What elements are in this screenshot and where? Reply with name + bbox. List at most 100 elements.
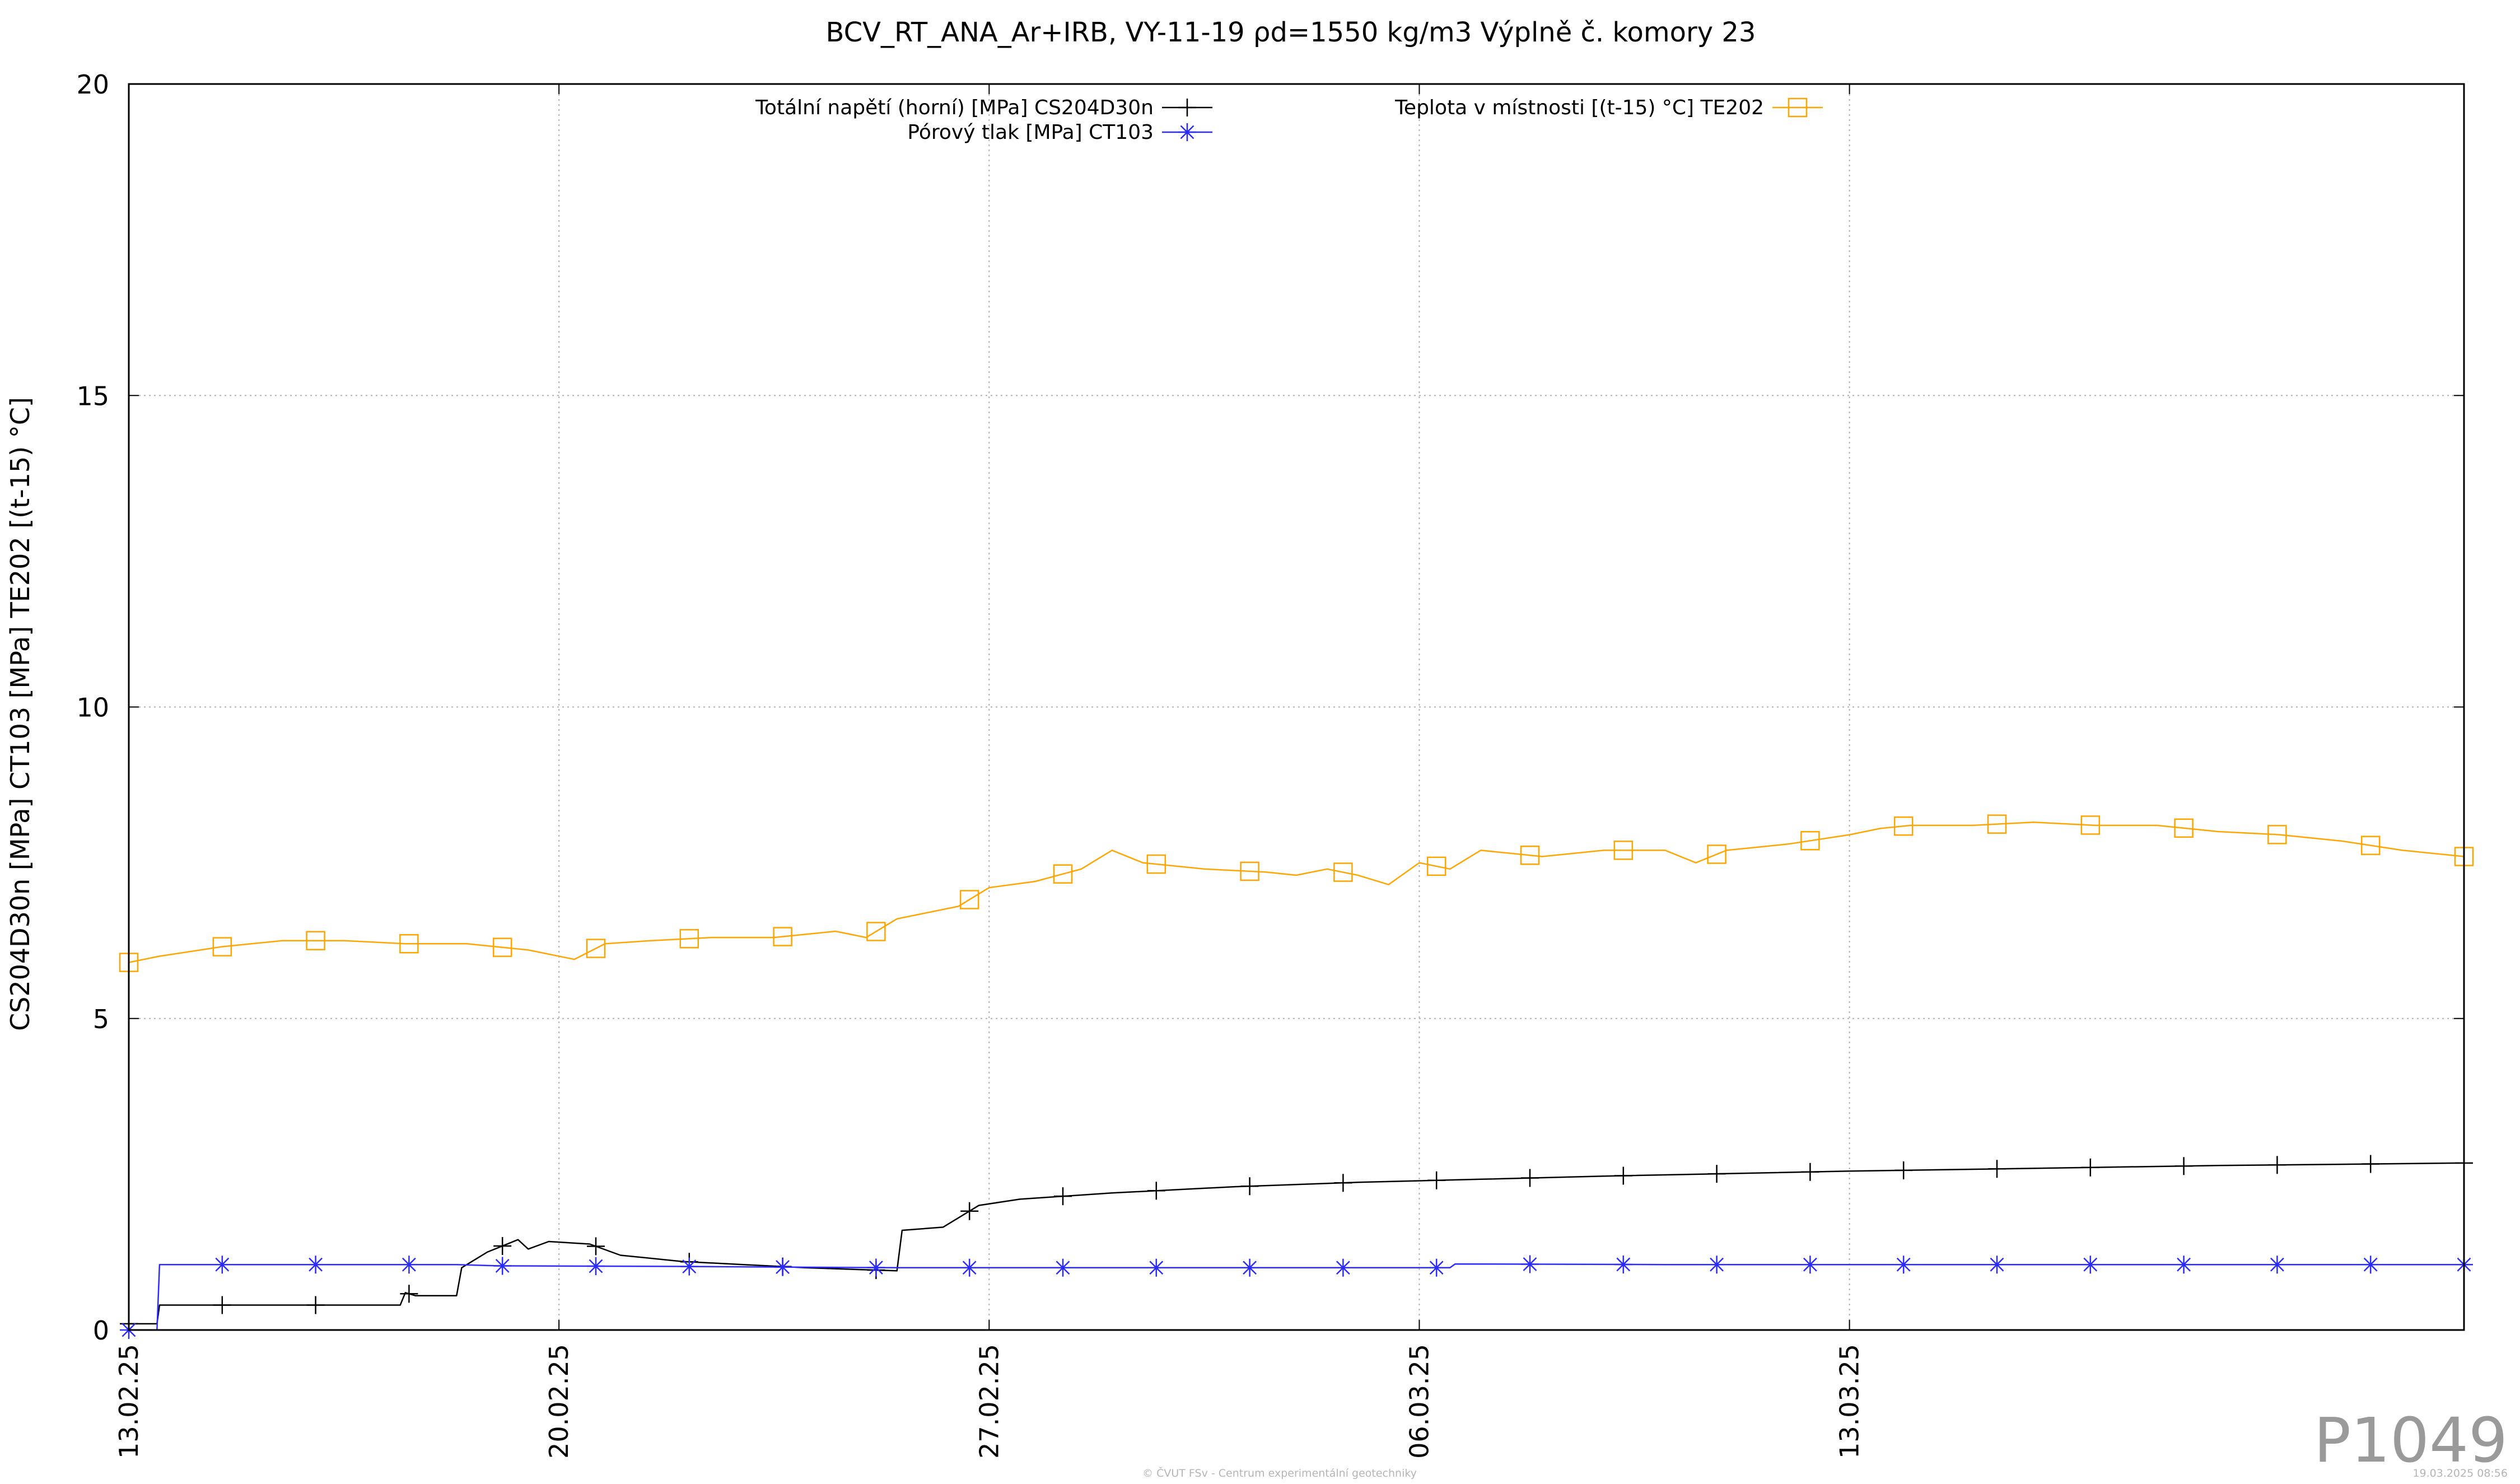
data-point-mark bbox=[1427, 1171, 1446, 1189]
x-tick-label: 13.03.25 bbox=[1835, 1344, 1865, 1459]
x-tick-label: 20.02.25 bbox=[544, 1344, 574, 1459]
data-point bbox=[1894, 1256, 1913, 1274]
data-point bbox=[400, 1285, 418, 1303]
data-point bbox=[1520, 846, 1540, 865]
data-point-mark bbox=[1707, 844, 1726, 864]
data-point bbox=[492, 937, 512, 957]
data-point bbox=[1054, 1187, 1072, 1206]
data-point-mark bbox=[1334, 1258, 1352, 1277]
data-point-mark bbox=[2080, 815, 2101, 835]
data-point-mark bbox=[867, 1258, 885, 1277]
data-point bbox=[1987, 814, 2007, 834]
data-point bbox=[1988, 1160, 2006, 1178]
series-star bbox=[120, 1255, 2473, 1339]
data-point-mark bbox=[1240, 1258, 1259, 1277]
data-point bbox=[399, 934, 419, 954]
watermark-label: P1049 bbox=[2314, 1404, 2508, 1476]
data-point bbox=[1053, 864, 1073, 884]
data-point bbox=[2362, 1155, 2380, 1173]
data-point bbox=[1521, 1255, 1539, 1273]
data-point bbox=[2081, 1158, 2099, 1177]
series-plus bbox=[120, 1154, 2473, 1333]
data-point-mark bbox=[1521, 1255, 1539, 1273]
data-point-mark bbox=[1894, 1256, 1913, 1274]
series-line bbox=[129, 1263, 2464, 1331]
data-point-mark bbox=[1988, 1256, 2006, 1274]
data-point-mark bbox=[587, 1237, 605, 1256]
data-point bbox=[1613, 841, 1634, 860]
data-point-mark bbox=[399, 934, 419, 954]
data-point bbox=[1054, 1258, 1072, 1277]
data-point-mark bbox=[773, 1258, 792, 1276]
data-point-mark bbox=[1614, 1255, 1632, 1273]
data-point-mark bbox=[2268, 1256, 2286, 1274]
data-point-mark bbox=[212, 937, 232, 956]
data-point-mark bbox=[866, 922, 886, 941]
data-point-mark bbox=[1147, 1182, 1165, 1200]
data-point bbox=[587, 1237, 605, 1256]
data-point-mark bbox=[1801, 1256, 1819, 1274]
x-tick-label: 13.02.25 bbox=[114, 1344, 144, 1459]
data-point bbox=[2080, 815, 2101, 835]
data-point-mark bbox=[1801, 1163, 1819, 1181]
data-point-mark bbox=[1426, 856, 1446, 876]
data-point bbox=[1988, 1256, 2006, 1274]
data-point bbox=[2174, 1157, 2193, 1175]
data-point bbox=[1146, 854, 1166, 874]
data-point bbox=[1707, 844, 1726, 864]
data-point bbox=[213, 1296, 231, 1314]
data-point bbox=[306, 931, 325, 950]
data-point bbox=[2268, 1256, 2286, 1274]
data-point bbox=[1894, 1161, 1913, 1179]
data-point-mark bbox=[2360, 836, 2381, 855]
plot-frame bbox=[128, 83, 2465, 1331]
data-point-mark bbox=[773, 927, 792, 946]
series-line bbox=[128, 822, 2465, 963]
data-point-mark bbox=[213, 1256, 231, 1274]
legend-label: Teplota v místnosti [(t-15) °C] TE202 bbox=[1394, 96, 1764, 119]
data-point-mark bbox=[586, 939, 606, 958]
data-point bbox=[1240, 861, 1259, 881]
data-point-mark bbox=[587, 1257, 605, 1276]
data-point bbox=[1334, 1258, 1352, 1277]
data-point bbox=[773, 1258, 792, 1276]
y-tick-label: 20 bbox=[76, 69, 109, 100]
data-point-mark bbox=[1334, 1174, 1352, 1192]
data-point-mark bbox=[306, 1296, 325, 1314]
data-point bbox=[586, 939, 606, 958]
data-point-mark bbox=[1178, 99, 1196, 116]
data-point bbox=[1707, 1256, 1726, 1274]
data-point bbox=[213, 1256, 231, 1274]
data-point bbox=[960, 1258, 979, 1277]
data-point bbox=[1614, 1166, 1632, 1185]
data-point bbox=[960, 1202, 979, 1220]
data-point-mark bbox=[1178, 123, 1196, 141]
data-point bbox=[1178, 99, 1196, 116]
data-point-mark bbox=[1894, 1161, 1913, 1179]
y-tick-label: 5 bbox=[93, 1004, 109, 1034]
data-point-mark bbox=[1800, 830, 1820, 851]
x-tick-label: 06.03.25 bbox=[1404, 1344, 1434, 1459]
data-point-mark bbox=[1147, 1258, 1165, 1277]
legend-label: Totální napětí (horní) [MPa] CS204D30n bbox=[755, 96, 1154, 119]
data-point-mark bbox=[2362, 1155, 2380, 1173]
data-point bbox=[493, 1236, 512, 1255]
data-point bbox=[1334, 1174, 1352, 1192]
data-point bbox=[1178, 123, 1196, 141]
data-point-mark bbox=[2081, 1256, 2099, 1274]
data-point bbox=[1240, 1177, 1259, 1196]
data-point-mark bbox=[1613, 841, 1634, 860]
data-point bbox=[679, 928, 699, 949]
legend-entry: Pórový tlak [MPa] CT103 bbox=[907, 121, 1212, 144]
series-square bbox=[119, 814, 2474, 972]
data-point bbox=[1333, 862, 1353, 882]
data-point-mark bbox=[1707, 1256, 1726, 1274]
data-point bbox=[2360, 836, 2381, 855]
data-point bbox=[1240, 1258, 1259, 1277]
data-point-mark bbox=[1893, 816, 1914, 836]
data-point-mark bbox=[493, 1257, 512, 1275]
data-point-mark bbox=[1427, 1258, 1446, 1277]
data-point-mark bbox=[1988, 1160, 2006, 1178]
data-point bbox=[400, 1256, 418, 1274]
data-point-mark bbox=[2267, 825, 2287, 844]
